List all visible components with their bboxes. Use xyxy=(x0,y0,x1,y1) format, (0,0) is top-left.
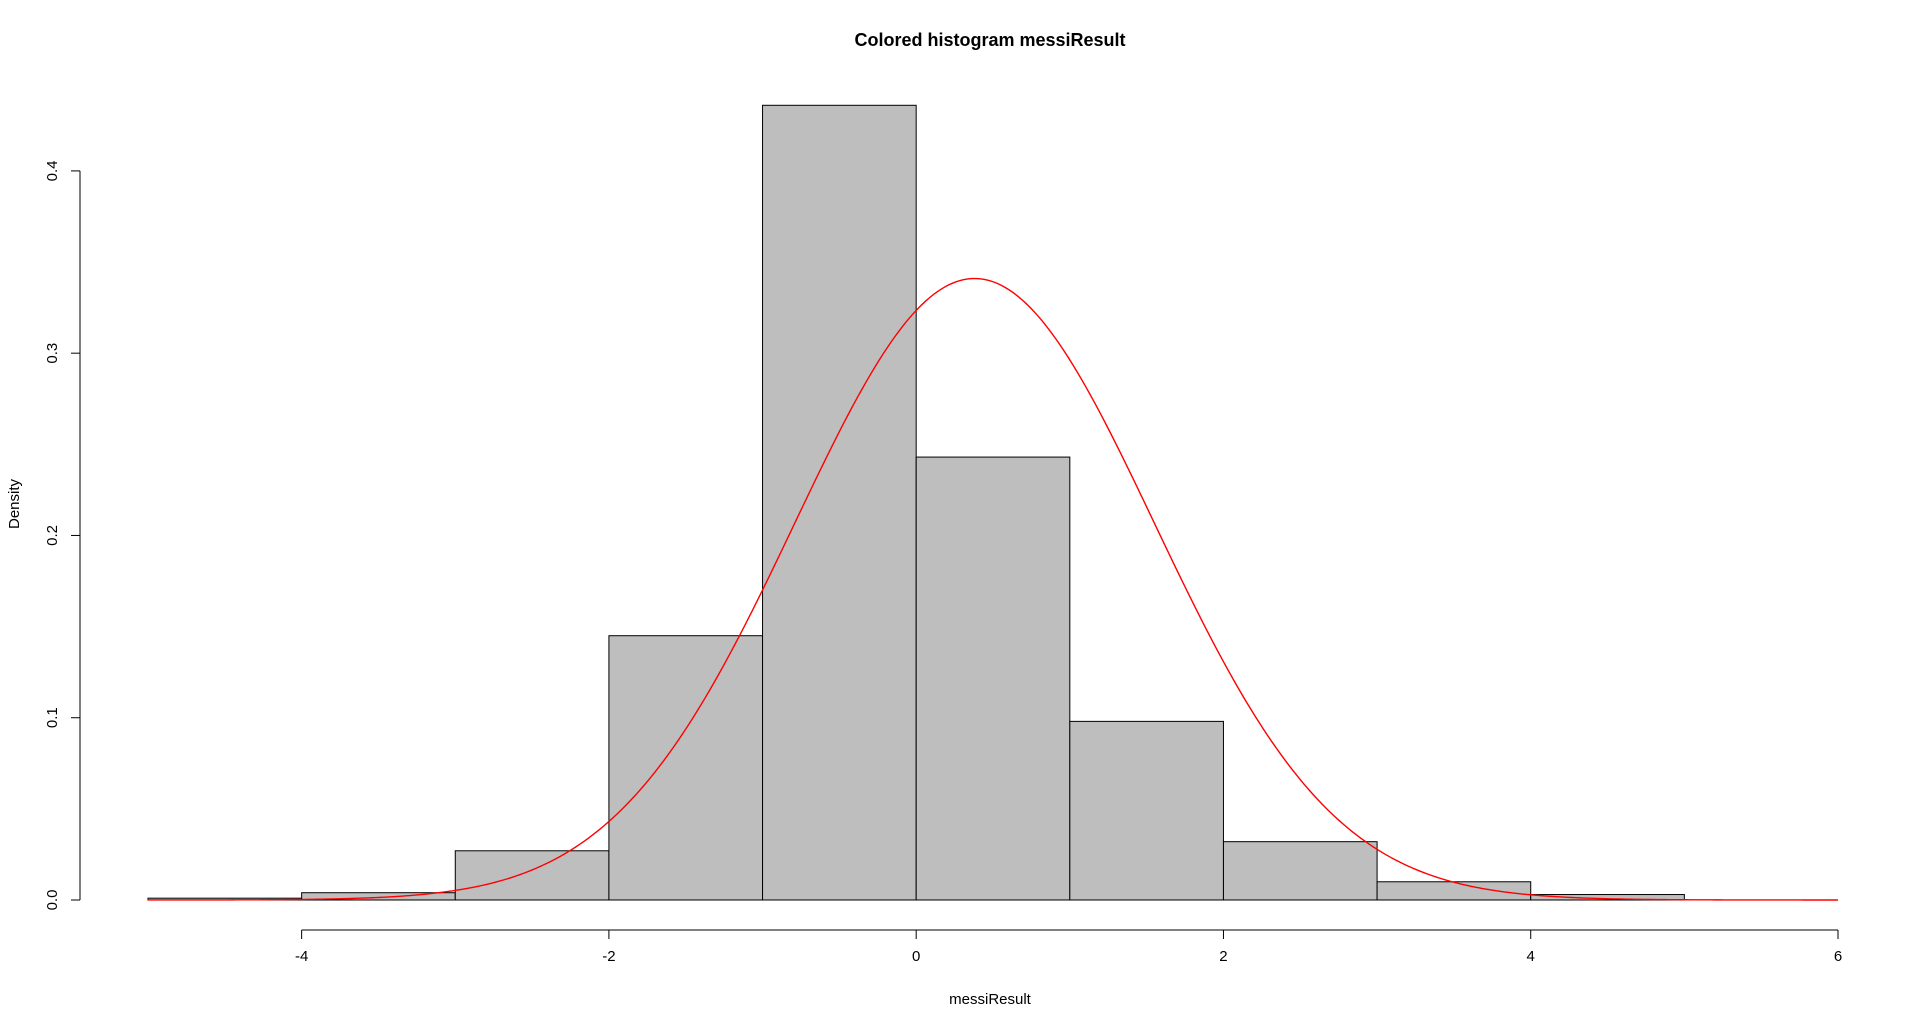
histogram-bar xyxy=(762,104,917,901)
y-tick-label: 0.4 xyxy=(44,160,61,181)
histogram-bar xyxy=(454,850,610,901)
x-tick-label: 4 xyxy=(1527,948,1535,965)
histogram-bar xyxy=(1069,720,1224,901)
x-tick-label: 6 xyxy=(1834,948,1842,965)
chart-title: Colored histogram messiResult xyxy=(854,30,1125,50)
y-axis: 0.0 0.1 0.2 0.3 0.4 xyxy=(44,160,81,911)
y-tick-label: 0.3 xyxy=(44,343,61,364)
histogram-bar xyxy=(1222,841,1378,901)
y-tick-label: 0.1 xyxy=(44,707,61,728)
x-tick-label: 2 xyxy=(1219,948,1227,965)
histogram-bars xyxy=(147,104,1685,901)
y-tick-label: 0.2 xyxy=(44,525,61,546)
x-axis-label: messiResult xyxy=(949,991,1032,1008)
y-axis-label: Density xyxy=(6,478,23,529)
histogram-bar xyxy=(915,456,1071,901)
x-axis: -4 -2 0 2 4 6 xyxy=(295,929,1842,965)
histogram-bar xyxy=(608,635,764,901)
y-tick-label: 0.0 xyxy=(44,890,61,911)
density-curve-group xyxy=(148,277,1838,901)
density-curve xyxy=(148,277,1838,901)
x-tick-label: 0 xyxy=(912,948,920,965)
histogram-bar xyxy=(1530,894,1685,901)
x-tick-label: -2 xyxy=(602,948,615,965)
histogram-bar xyxy=(1376,881,1532,901)
x-tick-label: -4 xyxy=(295,948,308,965)
